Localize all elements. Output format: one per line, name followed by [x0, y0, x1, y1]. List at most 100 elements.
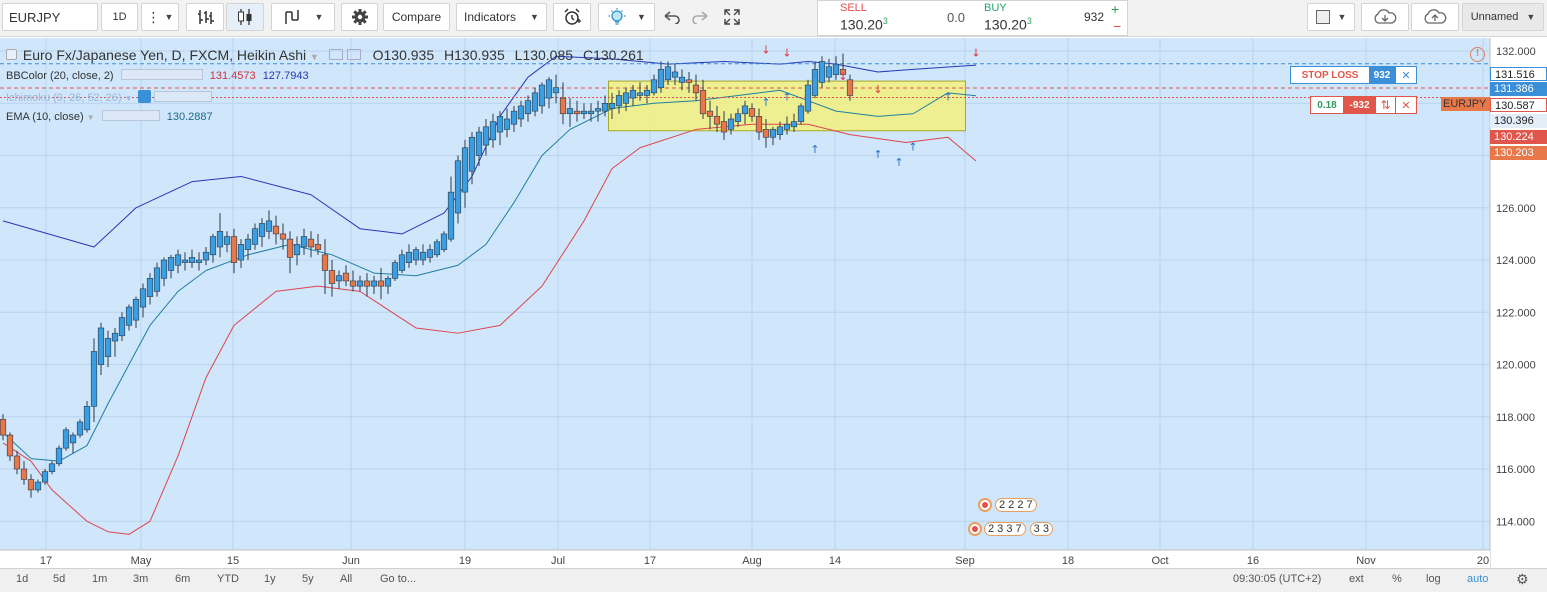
stop-loss-qty[interactable]: 932: [1369, 67, 1395, 83]
fullscreen-button[interactable]: [714, 3, 750, 31]
interval-button[interactable]: 1D: [101, 3, 138, 31]
time-tick-label: Nov: [1356, 555, 1376, 567]
symbol-legend[interactable]: Euro Fx/Japanese Yen, D, FXCM, Heikin As…: [6, 47, 644, 63]
layout-name-dropdown[interactable]: Unnamed ▼: [1462, 3, 1544, 31]
legend-visibility-icon[interactable]: [328, 49, 343, 60]
candle-body: [412, 249, 420, 261]
price-chart[interactable]: ↓↓↓↓↓↓↓↑↑↑↑↑↑↑ 132.000130.000128.000126.…: [0, 20, 1547, 570]
range-5y-button[interactable]: 5y: [302, 573, 314, 585]
percent-scale-toggle[interactable]: %: [1392, 573, 1402, 585]
indicators-button[interactable]: Indicators ▼: [456, 3, 547, 31]
chevron-down-icon: ▼: [86, 113, 95, 122]
ichimoku-name: Ichimoku (9, 26, 52, 26): [6, 92, 122, 104]
chart-style-dropdown[interactable]: ▼: [271, 3, 335, 31]
event-markers-row1[interactable]: 2 2 2 7: [978, 496, 1037, 514]
extended-hours-toggle[interactable]: ext: [1349, 573, 1364, 585]
range-1y-button[interactable]: 1y: [264, 573, 276, 585]
log-scale-toggle[interactable]: log: [1426, 573, 1441, 585]
candle-body: [153, 267, 161, 292]
time-axis[interactable]: [0, 550, 1490, 570]
more-vertical-icon: ⋮: [146, 9, 161, 25]
time-tick-label: Jul: [551, 555, 565, 567]
candle-body: [132, 298, 140, 321]
candle-body: [314, 244, 322, 250]
indicators-label: Indicators: [464, 10, 517, 24]
goto-date-button[interactable]: Go to...: [380, 573, 417, 585]
undo-button[interactable]: [658, 3, 686, 31]
load-layout-button[interactable]: [1361, 3, 1409, 31]
gear-icon[interactable]: ⚙: [1516, 571, 1529, 587]
range-1d-button[interactable]: 1d: [16, 573, 29, 585]
range-1m-button[interactable]: 1m: [92, 573, 108, 585]
buy-button[interactable]: BUY 130.203: [978, 1, 1078, 35]
reverse-position-icon[interactable]: ⇅: [1376, 97, 1396, 113]
ema-legend[interactable]: EMA (10, close) ▼ 130.2887: [6, 110, 213, 123]
legend-controls-icon[interactable]: [120, 69, 203, 80]
quantity-increase-button[interactable]: +: [1111, 1, 1120, 17]
symbol-search-input[interactable]: EURJPY: [2, 3, 98, 31]
collapse-icon[interactable]: [6, 49, 17, 60]
position-line[interactable]: 0.18 -932 ⇅ ✕: [1310, 96, 1417, 114]
quantity-input[interactable]: 932: [1083, 10, 1105, 24]
bars-chart-type-button[interactable]: [186, 3, 224, 31]
candle-body: [356, 280, 364, 287]
candle-body: [748, 108, 756, 117]
ideas-dropdown[interactable]: ▼: [598, 3, 655, 31]
range-ytd-button[interactable]: YTD: [217, 573, 239, 585]
stop-loss-order[interactable]: STOP LOSS 932 ✕: [1290, 66, 1417, 84]
range-3m-button[interactable]: 3m: [133, 573, 149, 585]
save-layout-button[interactable]: [1411, 3, 1459, 31]
candle-body: [496, 116, 504, 133]
quantity-decrease-button[interactable]: −: [1113, 18, 1122, 34]
range-all-button[interactable]: All: [340, 573, 353, 585]
auto-scale-toggle[interactable]: auto: [1467, 573, 1489, 585]
legend-settings-icon[interactable]: [346, 49, 361, 60]
color-theme-dropdown[interactable]: ▼: [1307, 3, 1355, 31]
compare-button[interactable]: Compare: [383, 3, 450, 31]
ichimoku-legend[interactable]: Ichimoku (9, 26, 52, 26) ▼: [6, 90, 212, 104]
legend-controls-icon[interactable]: [153, 91, 212, 102]
candle-body: [160, 259, 168, 279]
legend-controls-icon[interactable]: [101, 110, 160, 121]
ema-name: EMA (10, close): [6, 111, 84, 123]
settings-button[interactable]: [341, 3, 378, 31]
candle-body: [671, 71, 679, 78]
close-position-icon[interactable]: ✕: [1401, 99, 1411, 112]
chevron-down-icon: ▼: [1526, 12, 1536, 22]
up-arrow-icon: ↑: [894, 156, 903, 169]
candle-body: [517, 105, 525, 120]
candle-body: [20, 468, 28, 480]
event-dot-icon: [968, 522, 982, 536]
time-tick-label: Aug: [742, 555, 762, 567]
interval-dropdown[interactable]: ⋮ ▼: [141, 3, 179, 31]
candle-body: [76, 421, 84, 436]
bbcolor-legend[interactable]: BBColor (20, close, 2) 131.4573 127.7943: [6, 69, 309, 82]
candle-body: [244, 238, 252, 250]
candle-body: [293, 244, 301, 256]
eye-icon[interactable]: [137, 90, 151, 103]
candle-body: [111, 332, 119, 342]
warning-icon[interactable]: !: [1470, 47, 1485, 62]
candles-chart-type-button[interactable]: [226, 3, 264, 31]
candle-body: [83, 406, 91, 431]
entry-price-label: 130.587: [1490, 98, 1547, 112]
last-price-label: 130.224: [1490, 130, 1547, 144]
chart-area[interactable]: ↓↓↓↓↓↓↓↑↑↑↑↑↑↑ 132.000130.000128.000126.…: [0, 20, 1547, 570]
candle-body: [6, 434, 14, 457]
event-markers-row2[interactable]: 2 3 3 7 3 3: [968, 520, 1053, 538]
candle-body: [482, 126, 490, 146]
candle-body: [328, 270, 336, 284]
candle-body: [90, 351, 98, 407]
candle-body: [720, 121, 728, 133]
last-price-2-label: 130.203: [1490, 146, 1547, 160]
sell-button[interactable]: SELL 130.203: [818, 1, 933, 35]
range-5d-button[interactable]: 5d: [53, 573, 66, 585]
candle-body: [797, 105, 805, 122]
range-6m-button[interactable]: 6m: [175, 573, 191, 585]
clock-timezone[interactable]: 09:30:05 (UTC+2): [1233, 573, 1322, 585]
close-icon[interactable]: ✕: [1395, 67, 1416, 83]
candle-body: [615, 95, 623, 107]
alert-button[interactable]: [553, 3, 591, 31]
candle-body: [335, 275, 343, 282]
redo-button[interactable]: [686, 3, 714, 31]
